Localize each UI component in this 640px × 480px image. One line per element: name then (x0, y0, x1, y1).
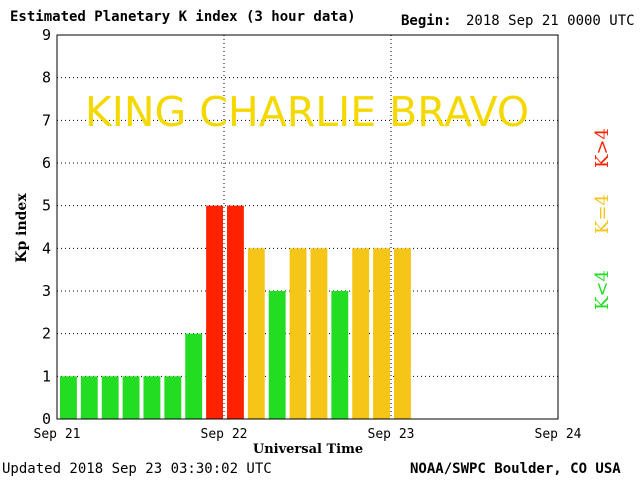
y-tick-label-8: 8 (42, 69, 51, 87)
y-tick-label-1: 1 (42, 367, 51, 385)
kp-bar-12 (310, 248, 328, 419)
kp-bar-15 (373, 248, 390, 419)
y-tick-label-9: 9 (42, 26, 51, 44)
grid-lines (57, 35, 558, 419)
x-tick-label-3: Sep 24 (535, 427, 582, 442)
kp-bar-10 (268, 291, 286, 419)
plot-frame (56, 34, 559, 420)
kp-bar-14 (352, 248, 370, 419)
x-tick-label-2: Sep 23 (368, 427, 415, 442)
kp-bar-5 (164, 376, 182, 419)
legend-k-greater-4: K>4 (592, 128, 613, 168)
kp-bar-6 (185, 333, 203, 419)
kp-bar-2 (101, 376, 119, 419)
legend-k-less-4: K<4 (592, 270, 613, 310)
x-tick-label-0: Sep 21 (34, 427, 81, 442)
overlay-text: KING CHARLIE BRAVO (85, 88, 529, 136)
kp-bar-11 (289, 248, 307, 419)
y-tick-label-4: 4 (42, 239, 51, 257)
kp-bar-9 (247, 248, 265, 419)
begin-value: 2018 Sep 21 0000 UTC (466, 13, 635, 29)
y-tick-label-6: 6 (42, 154, 51, 172)
source-credit: NOAA/SWPC Boulder, CO USA (410, 461, 621, 477)
y-tick-labels: 0 1 2 3 4 5 6 7 8 9 (42, 26, 51, 428)
kp-bar-7 (206, 205, 223, 419)
y-axis-label: Kp index (14, 193, 30, 263)
kp-bar-4 (143, 376, 161, 419)
legend-k-equal-4: K=4 (592, 194, 613, 234)
y-tick-label-2: 2 (42, 325, 51, 343)
x-axis-label: Universal Time (253, 442, 363, 457)
kp-bar-16 (394, 248, 411, 419)
y-tick-label-7: 7 (42, 111, 51, 129)
updated-timestamp: Updated 2018 Sep 23 03:30:02 UTC (2, 461, 272, 477)
kp-bar-0 (60, 376, 77, 419)
begin-label: Begin: (401, 13, 452, 29)
kp-bar-3 (122, 376, 140, 419)
x-tick-labels: Sep 21 Sep 22 Sep 23 Sep 24 (34, 427, 582, 442)
y-tick-label-0: 0 (42, 410, 51, 428)
kp-bar-8 (227, 205, 244, 419)
y-tick-label-5: 5 (42, 197, 51, 215)
x-tick-label-1: Sep 22 (201, 427, 248, 442)
bars (60, 205, 411, 419)
kp-bar-13 (331, 291, 349, 419)
kp-bar-1 (80, 376, 98, 419)
chart-title: Estimated Planetary K index (3 hour data… (10, 9, 356, 25)
y-tick-label-3: 3 (42, 282, 51, 300)
